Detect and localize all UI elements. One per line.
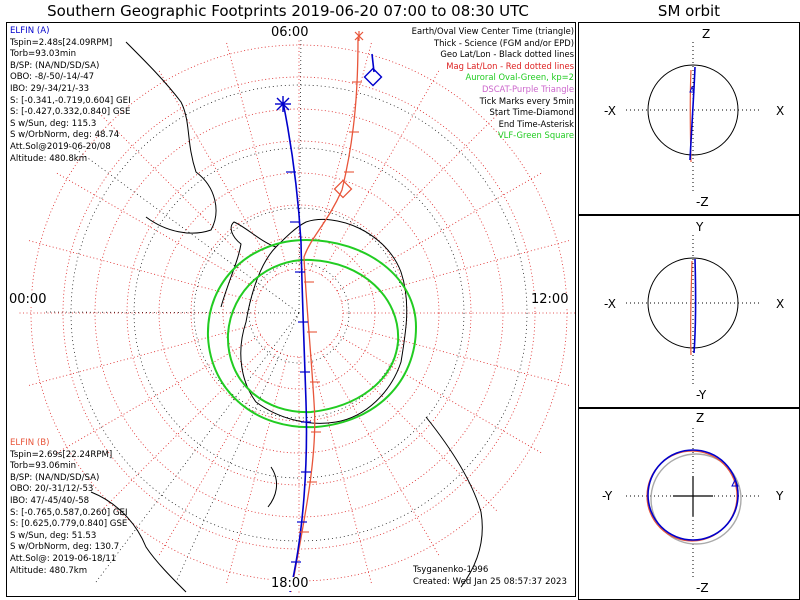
- elfin-b-line: OBO: 20/-31/12/-53: [10, 484, 94, 495]
- south-america-coast: [125, 41, 217, 234]
- elfin-a-start-diamond: [363, 67, 383, 87]
- footprint-map: [6, 22, 576, 597]
- elfin-a-line: Tspin=2.48s[24.09RPM]: [10, 37, 113, 48]
- sm-panel-xy-top: Y: [695, 220, 704, 234]
- sm-panel-xy-right: X: [776, 297, 784, 311]
- elfin-b-start-diamond: [333, 179, 353, 199]
- sm-panel-yz-bottom: -Z: [696, 581, 709, 595]
- sm-panel-yz-right: Y: [775, 489, 784, 503]
- auroral-oval: [206, 238, 418, 429]
- mlt-label-left: 00:00: [8, 292, 48, 307]
- elfin-a-info: ELFIN (A) Tspin=2.48s[24.09RPM] Torb=93.0…: [10, 26, 131, 164]
- sm-orbit-title: SM orbit: [657, 2, 721, 20]
- sm-panel-xz-right: X: [776, 104, 784, 118]
- sm-panel-xz-bottom: -Z: [696, 195, 709, 209]
- credits: Tsyganenko-1996 Created: Wed Jan 25 08:5…: [413, 565, 567, 588]
- legend-entry: DSCAT-Purple Triangle: [481, 83, 574, 94]
- elfin-a-line: OBO: -8/-50/-14/-47: [10, 72, 95, 83]
- sm-panel-yz-top: Z: [696, 411, 704, 425]
- elfin-a-line: B/SP: (NA/ND/SD/SA): [10, 60, 100, 71]
- elfin-a-line: S w/Sun, deg: 115.3: [10, 118, 97, 129]
- legend-entry: Start Time-Diamond: [489, 107, 574, 118]
- elfin-b-line: B/SP: (NA/ND/SD/SA): [10, 472, 100, 483]
- sm-orbit-a: [693, 258, 697, 354]
- elfin-a-line: IBO: 29/-34/21/-33: [10, 83, 90, 94]
- sm-panel-yz-left: -Y: [602, 489, 613, 503]
- elfin-b-info: ELFIN (B) Tspin=2.69s[22.24RPM] Torb=93.0…: [10, 438, 128, 576]
- legend-entry: Thick - Science (FGM and/or EPD): [433, 37, 574, 48]
- elfin-a-line: Torb=93.03min: [10, 49, 77, 60]
- created-timestamp: Created: Wed Jan 25 08:57:37 2023: [413, 576, 567, 587]
- mlt-label-top: 06:00: [270, 25, 310, 40]
- elfin-a-name: ELFIN (A): [10, 26, 50, 36]
- elfin-a-end-asterisk: [275, 96, 291, 112]
- elfin-a-line: Att.Sol@2019-06-20/08: [10, 141, 111, 152]
- earth-circle: [647, 64, 739, 156]
- elfin-b-end-asterisk: [354, 31, 364, 41]
- legend-entry: Earth/Oval View Center Time (triangle): [411, 26, 574, 36]
- auroral-oval-inner: [226, 258, 400, 414]
- antarctica-coastline: [240, 218, 408, 424]
- mlt-label-right: 12:00: [530, 292, 570, 307]
- elfin-a-line: Altitude: 480.8km: [10, 153, 88, 164]
- legend-entry: End Time-Asterisk: [498, 118, 574, 129]
- auroral-oval-outer: [206, 238, 418, 429]
- elfin-b-line: Tspin=2.69s[22.24RPM]: [10, 449, 113, 460]
- earth-circle: [647, 257, 739, 349]
- africa-coast: [425, 416, 483, 588]
- mlt-label-bottom: 18:00: [270, 576, 310, 591]
- sm-panel-xy-left: -X: [604, 297, 616, 311]
- elfin-b-line: S: [-0.765,0.587,0.260] GEI: [10, 507, 128, 518]
- map-frame: [6, 22, 576, 597]
- legend-entry: Geo Lat/Lon - Black dotted lines: [440, 49, 574, 60]
- elfin-b-line: IBO: 47/-45/40/-58: [10, 495, 90, 506]
- elfin-b-name: ELFIN (B): [10, 438, 50, 448]
- map-legend: Earth/Oval View Center Time (triangle) Th…: [412, 26, 574, 142]
- sm-panel-xz: Z -Z -X X: [578, 22, 800, 215]
- elfin-a-lines: Tspin=2.48s[24.09RPM] Torb=93.03min B/SP: …: [10, 37, 131, 164]
- legend-entry: VLF-Green Square: [497, 130, 574, 141]
- view-center-triangle: [689, 85, 695, 93]
- legend-entry: Tick Marks every 5min: [479, 95, 574, 106]
- sm-panel-xz-top: Z: [702, 27, 710, 41]
- elfin-a-footprint: [282, 101, 308, 593]
- legend-entry: Mag Lat/Lon - Red dotted lines: [446, 60, 574, 71]
- elfin-b-line: S w/OrbNorm, deg: 130.7: [10, 542, 120, 553]
- tick-marks: [286, 81, 362, 563]
- sm-orbit-a: [689, 66, 696, 161]
- legend-entry: Auroral Oval-Green, kp=2: [465, 72, 574, 83]
- new-zealand-coast: [267, 466, 278, 508]
- sm-panel-xy: Y -Y -X X: [578, 215, 800, 408]
- sm-orbit-b: [689, 260, 693, 356]
- sm-orbit-a: [647, 449, 739, 541]
- elfin-b-line: S w/Sun, deg: 51.53: [10, 530, 97, 541]
- elfin-b-line: Torb=93.06min: [10, 461, 77, 472]
- elfin-b-track: [290, 31, 364, 593]
- elfin-b-line: S: [0.625,0.779,0.840] GSE: [10, 519, 128, 530]
- elfin-b-footprint: [290, 37, 359, 593]
- sm-orbit-b: [646, 450, 738, 542]
- elfin-a-track: [275, 53, 383, 593]
- elfin-a-line: S: [-0.427,0.332,0.840] GSE: [10, 107, 131, 118]
- sm-panel-xz-left: -X: [604, 104, 616, 118]
- sm-orbit-shadow: [650, 453, 742, 545]
- elfin-b-lines: Tspin=2.69s[22.24RPM] Torb=93.06min B/SP: …: [10, 449, 128, 576]
- land-outlines: [90, 41, 483, 593]
- australia-coast: [90, 491, 187, 593]
- antarctic-peninsula: [220, 221, 277, 308]
- elfin-a-line: S w/OrbNorm, deg: 48.74: [10, 130, 120, 141]
- elfin-b-line: Altitude: 480.7km: [10, 565, 88, 576]
- sm-panel-yz: Z -Z -Y Y: [578, 408, 800, 600]
- elfin-b-line: Att.Sol@: 2019-06-18/11: [10, 553, 117, 564]
- elfin-a-line: S: [-0.341,-0.719,0.604] GEI: [10, 95, 131, 106]
- view-center-triangle: [731, 478, 739, 487]
- sm-panel-xy-bottom: -Y: [696, 388, 707, 402]
- geo-grid: [45, 31, 528, 583]
- page-title: Southern Geographic Footprints 2019-06-2…: [47, 2, 529, 20]
- model-credit: Tsyganenko-1996: [413, 565, 489, 575]
